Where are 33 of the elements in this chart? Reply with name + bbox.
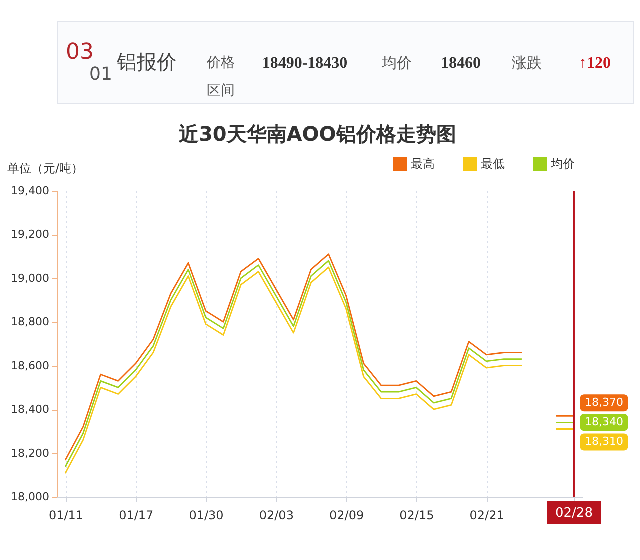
text: 价格区间 [206,55,235,99]
x-tick-label: 02/15 [400,508,434,522]
x-tick-label: 01/17 [119,508,154,522]
data-label: 18,370 [584,396,624,410]
chart-title: 近30天华南AOO铝价格走势图 [178,122,456,146]
legend-label: 均价 [550,157,575,171]
y-tick-label: 18,200 [11,446,50,460]
x-tick-label: 02/28 [556,506,593,521]
y-tick-label: 18,000 [11,490,50,504]
y-tick-label: 19,000 [11,272,50,285]
y-tick-label: 18,400 [11,403,50,416]
legend-label: 最低 [481,157,505,171]
y-tick-label: 18,600 [11,359,50,372]
text: 铝报价 [116,50,177,74]
text: ↑120 [579,55,611,72]
y-axis-title: 单位（元/吨） [8,162,84,176]
text: 涨跌 [512,54,542,72]
text: 03 [66,40,94,65]
data-label: 18,310 [584,435,624,448]
y-tick-label: 18,800 [11,316,50,329]
x-tick-label: 01/11 [48,508,84,522]
x-tick-label: 01/30 [189,508,224,522]
text: 均价 [381,54,412,72]
text: 18460 [441,55,481,72]
y-tick-label: 19,400 [11,184,50,198]
x-tick-label: 02/09 [330,508,364,522]
x-tick-label: 02/03 [259,508,294,522]
y-tick-label: 19,200 [11,228,50,242]
x-tick-label: 02/21 [470,508,504,522]
text: 01 [90,64,112,85]
legend-label: 最高 [411,157,435,171]
data-label: 18,340 [584,416,624,429]
text: 18490-18430 [262,55,348,72]
